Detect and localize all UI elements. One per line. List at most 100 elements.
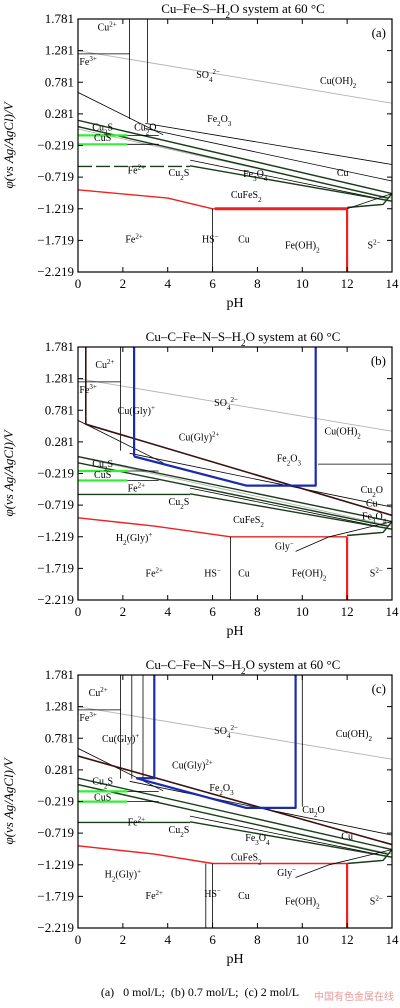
y-tick-label: −0.219 xyxy=(37,466,74,481)
y-tick-label: −0.719 xyxy=(37,169,74,184)
series-line-1 xyxy=(78,456,392,527)
region-label: Fe2+ xyxy=(125,232,143,245)
region-label: Fe3O4 xyxy=(245,833,270,847)
y-axis-label: φ(vs Ag/AgCl)/V xyxy=(1,100,16,188)
y-tick-label: 0.281 xyxy=(45,434,74,449)
series-line-8 xyxy=(190,159,392,202)
region-label: Gly− xyxy=(277,866,296,879)
series-group xyxy=(78,675,392,928)
series-line-13 xyxy=(347,193,392,209)
series-line-4 xyxy=(78,420,164,464)
region-label: Cu2O xyxy=(302,805,324,819)
x-tick-label: 0 xyxy=(75,932,82,947)
series-line-21 xyxy=(78,517,348,538)
series-line-7 xyxy=(78,748,164,792)
region-label: Fe3+ xyxy=(79,55,97,68)
series-line-11 xyxy=(78,783,388,855)
region-label: Cu(Gly)2+ xyxy=(172,759,213,772)
region-label: Cu2S xyxy=(169,168,190,182)
region-label: HS− xyxy=(204,567,221,580)
chart-title: Cu–C–Fe–N–S–H2O system at 60 °C xyxy=(146,657,341,676)
region-label: Fe2+ xyxy=(128,163,146,176)
series-line-20 xyxy=(133,347,317,487)
y-tick-label: 0.281 xyxy=(45,762,74,777)
region-label: Cu2O xyxy=(134,122,156,136)
region-label: SO42− xyxy=(214,396,238,412)
series-group xyxy=(78,19,392,272)
region-label: Cu xyxy=(238,234,250,245)
y-tick-label: 1.781 xyxy=(45,11,74,26)
region-label: CuS xyxy=(94,792,111,803)
series-line-5 xyxy=(129,452,392,508)
region-label: CuFeS2 xyxy=(231,852,262,866)
series-line-18 xyxy=(78,189,348,210)
y-tick-label: −1.219 xyxy=(37,201,74,216)
region-label: Fe3O4 xyxy=(243,169,268,183)
region-label: Fe3+ xyxy=(79,383,97,396)
series-line-21 xyxy=(136,675,297,810)
panel-label: (b) xyxy=(371,353,386,368)
series-line-5 xyxy=(78,92,164,136)
region-label: Cu xyxy=(238,569,250,580)
series-line-22 xyxy=(346,193,392,210)
y-axis-label: φ(vs Ag/AgCl)/V xyxy=(1,428,16,516)
region-label: Cu(OH)2 xyxy=(320,76,357,90)
region-label: SO42− xyxy=(214,724,238,740)
y-tick-label: −0.719 xyxy=(37,497,74,512)
region-label: Fe2+ xyxy=(146,889,164,902)
region-label: S2− xyxy=(370,567,383,580)
region-label: Cu xyxy=(341,832,353,843)
region-label: Cu2S xyxy=(92,122,113,136)
x-tick-label: 2 xyxy=(120,276,127,291)
x-tick-label: 14 xyxy=(386,932,400,947)
region-label: Cu xyxy=(337,168,349,179)
region-label: Cu(OH)2 xyxy=(325,426,362,440)
series-line-10 xyxy=(189,493,392,530)
region-label: Fe3O4 xyxy=(362,512,387,526)
region-label: S2− xyxy=(370,895,383,908)
y-tick-label: 1.281 xyxy=(45,43,74,58)
y-tick-label: 1.281 xyxy=(45,699,74,714)
x-tick-label: 4 xyxy=(164,276,171,291)
y-tick-label: 0.781 xyxy=(45,74,74,89)
region-label: Cu xyxy=(366,498,378,509)
x-tick-label: 0 xyxy=(75,604,82,619)
x-axis-label: pH xyxy=(226,952,243,967)
region-label: Fe(OH)2 xyxy=(285,897,320,911)
series-line-10 xyxy=(78,125,388,199)
series-line-12 xyxy=(347,521,392,537)
series-line-0 xyxy=(78,378,392,432)
series-line-19 xyxy=(78,755,392,846)
figure-caption: (a) 0 mol/L; (b) 0.7 mol/L; (c) 2 mol/L xyxy=(100,985,300,999)
region-label: Cu(OH)2 xyxy=(336,729,373,743)
region-label: Cu2O xyxy=(361,485,383,499)
series-line-12 xyxy=(189,821,392,858)
x-tick-label: 4 xyxy=(164,604,171,619)
x-tick-label: 2 xyxy=(120,604,127,619)
region-label: Fe(OH)2 xyxy=(285,241,320,255)
series-line-26 xyxy=(295,849,392,878)
chart-title: Cu–Fe–S–H2O system at 60 °C xyxy=(161,1,325,20)
region-label: Cu(Gly)2+ xyxy=(179,431,220,444)
region-label: Fe2O3 xyxy=(207,114,232,128)
y-tick-label: −0.719 xyxy=(37,825,74,840)
x-tick-label: 6 xyxy=(209,276,216,291)
region-label: Cu(Gly)+ xyxy=(118,404,155,417)
x-tick-label: 12 xyxy=(341,932,354,947)
region-label: Fe2+ xyxy=(128,481,146,494)
region-label: Cu2S xyxy=(92,459,113,473)
series-line-6 xyxy=(190,487,392,530)
region-label: SO42− xyxy=(196,68,220,84)
x-tick-label: 12 xyxy=(341,604,354,619)
x-tick-label: 12 xyxy=(341,276,354,291)
plot-frame xyxy=(77,346,393,601)
region-label: S2− xyxy=(368,239,381,252)
region-label: Fe2+ xyxy=(146,567,164,580)
x-tick-label: 6 xyxy=(209,604,216,619)
series-line-6 xyxy=(145,123,392,165)
series-line-20 xyxy=(136,675,156,780)
y-tick-label: −0.219 xyxy=(37,794,74,809)
x-tick-label: 10 xyxy=(296,932,309,947)
y-tick-label: 0.281 xyxy=(45,106,74,121)
